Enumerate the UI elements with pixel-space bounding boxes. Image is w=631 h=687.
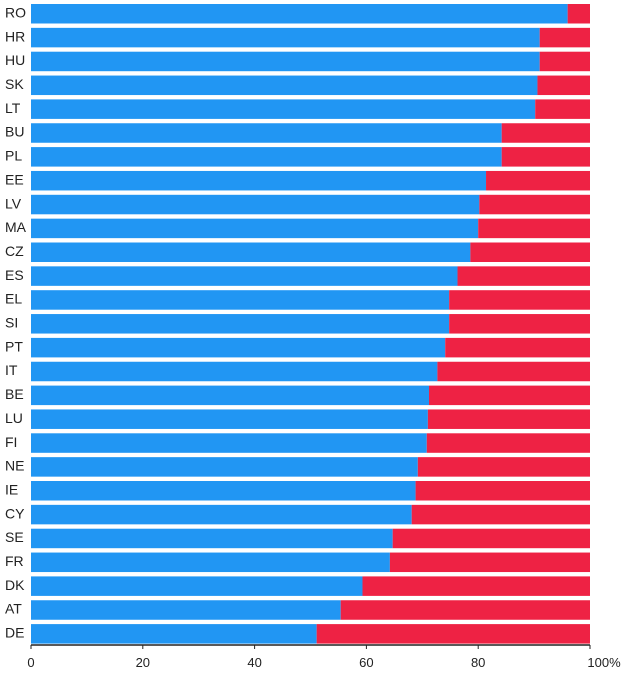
bar-lt-series-2: [535, 99, 590, 119]
bar-hr-series-2: [539, 27, 590, 48]
bar-be-series-2: [429, 385, 590, 406]
bar-fr-series-2: [389, 552, 590, 573]
bar-si-series-2: [449, 314, 590, 334]
category-label-fr: FR: [5, 553, 24, 569]
bar-es-series-1: [31, 266, 458, 286]
bar-cy-series-1: [31, 504, 412, 525]
category-label-sk: SK: [5, 76, 24, 92]
bar-ee-series-2: [486, 170, 590, 191]
category-label-cz: CZ: [5, 243, 24, 259]
bar-ro-series-2: [567, 4, 590, 24]
category-label-si: SI: [5, 315, 18, 331]
bar-ro-series-1: [31, 4, 568, 24]
category-label-ie: IE: [5, 481, 18, 497]
category-label-lv: LV: [5, 195, 22, 211]
bar-sk-series-1: [31, 75, 538, 96]
bar-lu-series-2: [427, 409, 590, 429]
bar-lt-series-1: [31, 99, 536, 119]
bar-si-series-1: [31, 314, 450, 334]
bar-el-series-2: [449, 290, 590, 310]
bar-de-series-2: [316, 624, 590, 644]
bar-it-series-1: [31, 361, 438, 382]
x-axis: 0 20 40 60 80 100%: [27, 644, 621, 670]
bar-dk-series-1: [31, 576, 363, 596]
bar-el-series-1: [31, 290, 450, 310]
bar-hr-series-1: [31, 27, 540, 48]
bar-pl-series-1: [31, 147, 502, 167]
bar-bu-series-2: [501, 123, 590, 143]
category-label-bu: BU: [5, 124, 24, 140]
bar-at-series-2: [340, 600, 590, 620]
bar-at-series-1: [31, 600, 341, 620]
bar-ne-series-2: [417, 457, 590, 477]
bar-fi-series-1: [31, 433, 427, 453]
category-label-at: AT: [5, 601, 22, 617]
bar-se-series-1: [31, 528, 393, 549]
bar-pt-series-2: [445, 337, 590, 358]
x-tick-label: 100%: [587, 655, 621, 670]
category-label-ee: EE: [5, 171, 24, 187]
bar-cy-series-2: [411, 504, 590, 525]
category-label-fi: FI: [5, 434, 17, 450]
category-label-de: DE: [5, 625, 24, 641]
bar-de-series-1: [31, 624, 317, 644]
category-label-pl: PL: [5, 148, 22, 164]
category-label-se: SE: [5, 529, 24, 545]
bar-cz-series-2: [470, 242, 590, 262]
category-label-ne: NE: [5, 458, 24, 474]
bar-ie-series-2: [415, 481, 590, 501]
x-tick-label: 20: [136, 655, 150, 670]
category-label-it: IT: [5, 362, 18, 378]
category-label-el: EL: [5, 291, 22, 307]
bar-fi-series-2: [426, 433, 590, 453]
x-tick-label: 0: [27, 655, 34, 670]
bar-se-series-2: [392, 528, 590, 549]
bar-it-series-2: [437, 361, 590, 382]
bar-cz-series-1: [31, 242, 471, 262]
category-labels: RO HR HU SK LT BU PL EE LV MA CZ ES EL SI PT IT BE LU FI NE…: [5, 4, 27, 640]
bar-ma-series-1: [31, 218, 479, 239]
x-tick-label: 60: [359, 655, 373, 670]
category-label-cy: CY: [5, 505, 25, 521]
bar-be-series-1: [31, 385, 430, 406]
category-label-ma: MA: [5, 219, 27, 235]
bar-ie-series-1: [31, 481, 416, 501]
bars-group: [31, 4, 590, 644]
bar-bu-series-1: [31, 123, 502, 143]
category-label-dk: DK: [5, 577, 25, 593]
bar-lv-series-2: [479, 194, 590, 215]
bar-ne-series-1: [31, 457, 418, 477]
bar-dk-series-2: [362, 576, 590, 596]
x-tick-label: 80: [471, 655, 485, 670]
bar-hu-series-2: [539, 51, 590, 72]
category-label-be: BE: [5, 386, 24, 402]
bar-ma-series-2: [478, 218, 590, 239]
category-label-ro: RO: [5, 4, 26, 20]
bar-sk-series-2: [537, 75, 590, 96]
bar-lu-series-1: [31, 409, 428, 429]
category-label-lt: LT: [5, 100, 21, 116]
bar-fr-series-1: [31, 552, 390, 573]
x-tick-label: 40: [247, 655, 261, 670]
category-label-hr: HR: [5, 28, 25, 44]
bar-ee-series-1: [31, 170, 487, 191]
category-label-hu: HU: [5, 52, 25, 68]
category-label-es: ES: [5, 267, 24, 283]
bar-lv-series-1: [31, 194, 480, 215]
bar-pl-series-2: [501, 147, 590, 167]
bar-es-series-2: [457, 266, 590, 286]
bar-hu-series-1: [31, 51, 540, 72]
bar-pt-series-1: [31, 337, 446, 358]
category-label-lu: LU: [5, 410, 23, 426]
category-label-pt: PT: [5, 338, 23, 354]
